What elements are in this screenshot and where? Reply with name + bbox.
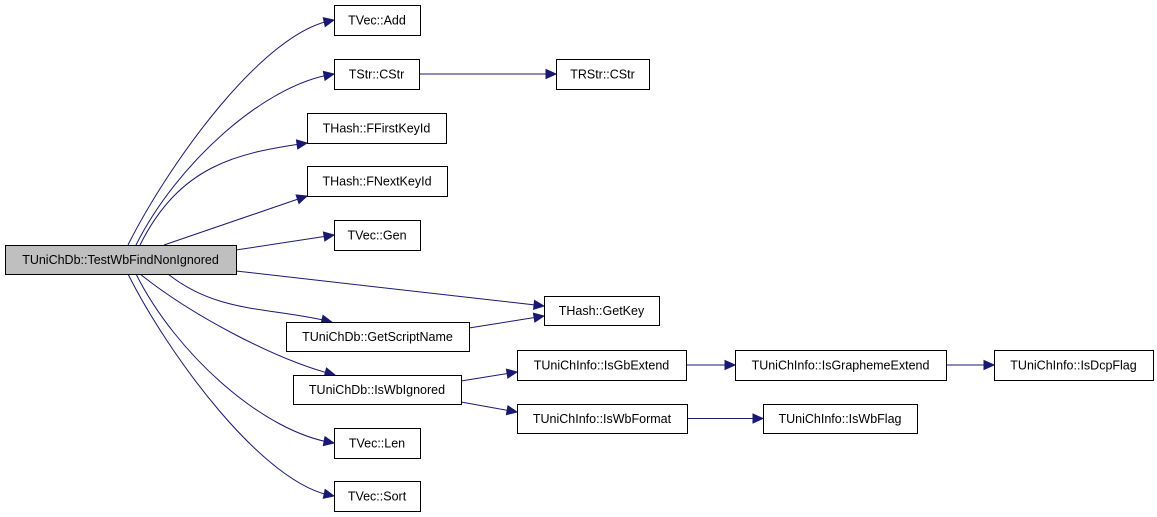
node-label: TUniChInfo::IsGraphemeExtend bbox=[752, 359, 930, 373]
edge-wbign-to-gbext bbox=[460, 368, 519, 382]
arrowhead-icon bbox=[505, 368, 519, 379]
edge-root-to-add bbox=[127, 17, 336, 246]
node-getkey[interactable]: THash::GetKey bbox=[544, 296, 660, 326]
edge-root-to-getkey bbox=[235, 270, 546, 311]
node-label: TUniChInfo::IsGbExtend bbox=[534, 359, 670, 373]
node-wbfmt[interactable]: TUniChInfo::IsWbFormat bbox=[517, 404, 688, 434]
edge-root-to-cstr bbox=[135, 70, 336, 246]
arrowhead-icon bbox=[983, 359, 996, 371]
edge-cstr-to-rcstr bbox=[419, 68, 558, 80]
node-ffirst[interactable]: THash::FFirstKeyId bbox=[307, 113, 447, 144]
edge-root-to-len bbox=[135, 273, 336, 447]
node-wbign[interactable]: TUniChDb::IsWbIgnored bbox=[293, 375, 462, 405]
node-script[interactable]: TUniChDb::GetScriptName bbox=[286, 322, 470, 352]
arrowhead-icon bbox=[322, 488, 336, 499]
edge-root-to-fnext bbox=[163, 194, 309, 246]
node-label: TUniChInfo::IsWbFormat bbox=[533, 412, 672, 426]
node-gen[interactable]: TVec::Gen bbox=[334, 220, 421, 251]
node-cstr[interactable]: TStr::CStr bbox=[334, 59, 420, 90]
edge-root-to-gen bbox=[235, 231, 336, 251]
node-root[interactable]: TUniChDb::TestWbFindNonIgnored bbox=[5, 245, 237, 275]
node-fnext[interactable]: THash::FNextKeyId bbox=[307, 166, 448, 197]
arrowhead-icon bbox=[752, 413, 765, 424]
node-label: THash::FFirstKeyId bbox=[323, 122, 431, 136]
node-label: TUniChDb::GetScriptName bbox=[302, 330, 453, 344]
edge-root-to-ffirst bbox=[139, 139, 309, 246]
arrowhead-icon bbox=[322, 231, 336, 242]
arrowhead-icon bbox=[505, 404, 519, 416]
node-wbflag[interactable]: TUniChInfo::IsWbFlag bbox=[763, 404, 918, 434]
arrowhead-icon bbox=[295, 194, 309, 205]
node-label: TStr::CStr bbox=[349, 68, 405, 82]
node-add[interactable]: TVec::Add bbox=[334, 5, 421, 36]
node-label: TUniChDb::IsWbIgnored bbox=[309, 383, 445, 397]
edge-wbign-to-wbfmt bbox=[460, 401, 519, 416]
arrowhead-icon bbox=[322, 17, 336, 28]
node-len[interactable]: TVec::Len bbox=[334, 428, 421, 459]
edge-graph-to-dcp bbox=[946, 359, 996, 371]
node-label: TVec::Gen bbox=[347, 229, 406, 243]
node-dcp[interactable]: TUniChInfo::IsDcpFlag bbox=[994, 350, 1154, 381]
node-label: THash::FNextKeyId bbox=[322, 175, 431, 189]
node-label: TUniChInfo::IsDcpFlag bbox=[1010, 359, 1136, 373]
arrowhead-icon bbox=[532, 299, 546, 311]
node-label: TVec::Add bbox=[348, 14, 406, 28]
edge-root-to-script bbox=[167, 273, 333, 325]
node-label: THash::GetKey bbox=[559, 304, 645, 318]
node-label: TUniChInfo::IsWbFlag bbox=[779, 412, 902, 426]
node-label: TVec::Len bbox=[349, 437, 405, 451]
node-gbext[interactable]: TUniChInfo::IsGbExtend bbox=[517, 350, 687, 381]
node-rcstr[interactable]: TRStr::CStr bbox=[556, 59, 650, 90]
arrowhead-icon bbox=[322, 435, 336, 447]
edge-gbext-to-graph bbox=[686, 359, 737, 371]
arrowhead-icon bbox=[724, 359, 737, 371]
edge-root-to-sort bbox=[127, 273, 336, 499]
arrowhead-icon bbox=[532, 312, 546, 323]
node-label: TRStr::CStr bbox=[570, 68, 635, 82]
edge-wbfmt-to-wbflag bbox=[687, 413, 765, 424]
node-graph[interactable]: TUniChInfo::IsGraphemeExtend bbox=[735, 350, 947, 381]
node-label: TUniChDb::TestWbFindNonIgnored bbox=[22, 253, 219, 267]
node-sort[interactable]: TVec::Sort bbox=[334, 481, 421, 512]
edge-script-to-getkey bbox=[468, 312, 546, 329]
arrowhead-icon bbox=[545, 68, 558, 80]
node-label: TVec::Sort bbox=[348, 490, 407, 504]
arrowhead-icon bbox=[295, 139, 309, 150]
arrowhead-icon bbox=[322, 70, 336, 82]
